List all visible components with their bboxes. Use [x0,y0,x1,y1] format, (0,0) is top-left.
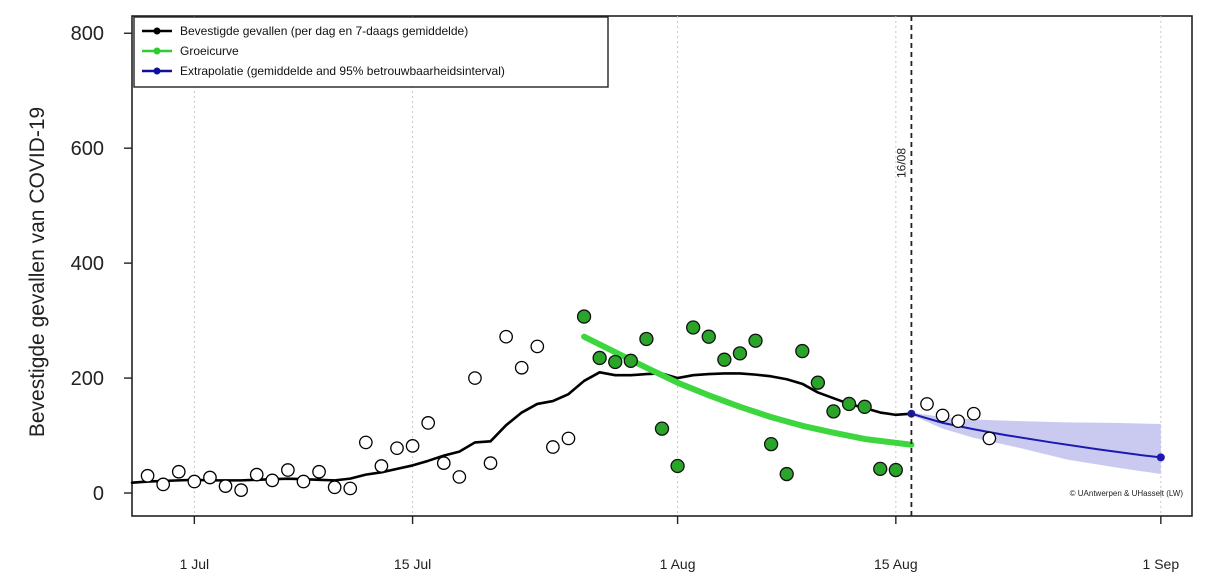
y-axis-title: Bevestigde gevallen van COVID-19 [26,107,49,437]
growth-point [873,461,888,477]
observed-point [358,435,373,450]
observed-point [530,339,545,354]
observed-point [156,477,171,492]
data-points [140,309,1165,497]
y-tick-label: 800 [71,23,104,45]
growth-point [576,309,592,324]
cutoff-label: 16/08 [894,148,908,178]
legend-marker-observed [153,27,161,35]
observed-point [327,480,342,495]
growth-point [748,333,763,348]
legend-label-observed: Bevestigde gevallen (per dag en 7-daags … [180,24,468,38]
observed-point [265,473,280,488]
x-tick-label: 1 Aug [660,556,696,572]
growth-point [826,404,841,419]
legend: Bevestigde gevallen (per dag en 7-daags … [133,16,609,88]
observed-point [187,474,202,489]
growth-point [686,320,701,335]
x-tick-label: 1 Jul [180,556,210,572]
growth-point [763,437,779,452]
y-tick-label: 600 [71,138,104,160]
observed-point [546,440,560,454]
growth-point [779,466,794,482]
observed-point [982,431,997,446]
observed-point [935,408,950,423]
series-lines [130,333,1162,484]
moving-average-line [130,371,913,484]
growth-point [810,375,826,390]
y-tick-label: 400 [71,253,104,275]
growth-point [608,354,623,370]
growth-point [639,331,654,347]
observed-point [514,360,529,375]
legend-marker-growth [153,47,161,55]
observed-point [436,456,451,470]
x-tick-label: 15 Aug [874,556,918,572]
plot-frame [131,15,1193,517]
growth-point [654,421,670,436]
growth-point [732,346,748,361]
observed-point [203,470,217,485]
growth-point [592,350,607,366]
observed-point [920,397,934,411]
observed-point [390,441,404,456]
observed-point [171,464,186,479]
axes: 1 Jul 15 Jul 1 Aug 15 Aug 1 Sep 0 200 400 600 800 [71,23,1180,572]
y-tick-label: 200 [71,368,104,390]
growth-point [623,353,638,368]
observed-point [296,474,311,489]
legend-box [133,16,609,88]
legend-label-growth: Groeicurve [180,44,239,58]
observed-point [234,483,248,497]
growth-curve-line [581,333,915,448]
growth-point [841,396,857,412]
credit-text: © UAntwerpen & UHasselt (LW) [1070,489,1184,498]
observed-point [405,439,420,453]
observed-point [218,479,233,493]
observed-point [249,467,264,482]
observed-point [561,431,576,446]
confidence-band [911,412,1161,475]
observed-point [343,481,358,496]
observed-point [421,416,436,430]
growth-point [857,399,872,414]
observed-point [966,406,981,421]
x-tick-label: 15 Jul [394,556,431,572]
growth-point [701,329,716,344]
growth-point [717,352,732,367]
extrapolation-line [910,412,1162,459]
observed-point [374,459,389,473]
observed-point [140,468,155,483]
legend-label-extrapolation: Extrapolatie (gemiddelde and 95% betrouw… [180,64,505,78]
growth-point [888,462,903,478]
y-tick-label: 0 [93,483,104,505]
extrapolation-band [911,412,1161,475]
observed-point [281,463,295,477]
observed-point [452,470,467,484]
observed-point [499,329,513,344]
legend-marker-extrapolation [153,67,161,75]
extrapolation-endpoint [1156,453,1165,462]
growth-point [670,458,685,474]
growth-point [795,343,810,359]
observed-point [483,456,498,470]
observed-point [468,371,482,385]
observed-point [951,414,966,429]
x-tick-label: 1 Sep [1143,556,1180,572]
observed-point [312,464,326,479]
